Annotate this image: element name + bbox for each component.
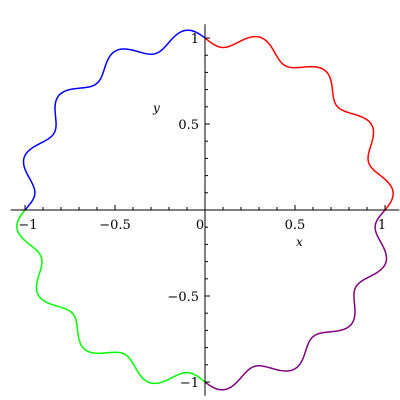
- x-tick-label: 0: [196, 218, 204, 233]
- curve-segment-2: [22, 29, 206, 211]
- curve-segment-1: [204, 35, 394, 211]
- y-tick-label: −1: [180, 376, 199, 391]
- x-tick-label: 1: [378, 218, 386, 233]
- curve-group: [16, 29, 394, 391]
- x-tick-label: −0.5: [99, 218, 131, 233]
- tick-label-group: −1 −0.5 0 0.5 1 1 0.5 −0.5 −1: [18, 32, 386, 391]
- curve-segment-3: [16, 209, 206, 385]
- curve-segment-4: [204, 209, 388, 391]
- x-tick-label: 0.5: [285, 218, 306, 233]
- tick-group: [24, 37, 386, 383]
- y-tick-label: −0.5: [167, 290, 199, 305]
- x-axis-label: x: [296, 235, 303, 249]
- y-axis-label: y: [152, 101, 160, 115]
- y-tick-label: 0.5: [178, 118, 199, 133]
- y-tick-label: 1: [191, 32, 199, 47]
- x-tick-label: −1: [18, 218, 37, 233]
